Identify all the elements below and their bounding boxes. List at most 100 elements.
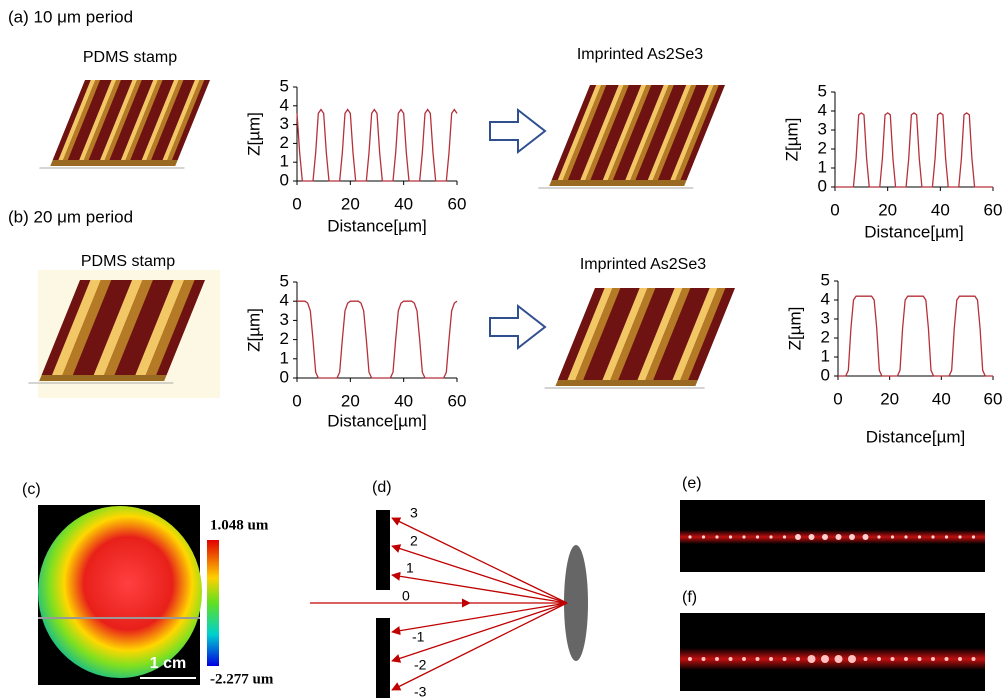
ray — [392, 546, 567, 603]
diffraction-band — [680, 530, 985, 544]
spot — [729, 657, 733, 661]
order-label: 3 — [410, 505, 418, 521]
figure: (a) 10 μm period PDMS stamp Imprinted As… — [0, 0, 1005, 698]
order-label: 0 — [402, 588, 410, 604]
y-tick-label: 3 — [818, 119, 827, 138]
front-face — [39, 375, 166, 381]
y-tick-label: 4 — [821, 289, 830, 308]
y-tick-label: 4 — [818, 100, 827, 119]
surface-render — [538, 85, 735, 188]
spot — [877, 657, 881, 661]
spot — [848, 655, 856, 663]
x-tick-label: 60 — [984, 389, 1003, 408]
colorbar — [207, 540, 219, 666]
y-tick-label: 2 — [821, 327, 830, 346]
x-tick-label: 0 — [292, 194, 301, 213]
order-label: 1 — [406, 560, 414, 576]
y-tick-label: 4 — [280, 95, 289, 114]
imprint-label: Imprinted As2Se3 — [580, 256, 706, 273]
spot — [877, 535, 880, 538]
spot — [821, 655, 829, 663]
front-face — [555, 380, 697, 386]
spot — [972, 657, 976, 661]
spot — [945, 535, 948, 538]
spot — [863, 534, 869, 540]
spot — [756, 657, 760, 661]
spot — [783, 535, 786, 538]
screen — [376, 618, 390, 698]
ray — [392, 575, 567, 603]
y-tick-label: 3 — [280, 310, 289, 329]
x-axis-label: Distance[µm] — [327, 216, 427, 235]
y-tick-label: 5 — [280, 271, 289, 290]
profile-line — [297, 110, 457, 181]
y-tick-label: 2 — [818, 138, 827, 157]
x-tick-label: 20 — [878, 200, 897, 219]
wavefront-map — [38, 506, 202, 678]
spot — [742, 535, 745, 538]
x-tick-label: 60 — [448, 391, 467, 410]
spot — [715, 657, 719, 661]
ray — [392, 603, 567, 690]
spot — [864, 657, 868, 661]
spot — [702, 535, 705, 538]
spot — [715, 535, 718, 538]
panel-b-heading: (b) 20 μm period — [8, 207, 133, 226]
y-tick-label: 2 — [280, 133, 289, 152]
y-tick-label: 2 — [280, 329, 289, 348]
spot — [688, 535, 691, 538]
spot — [891, 657, 895, 661]
colorbar-max: 1.048 um — [210, 517, 269, 533]
imprint-label: Imprinted As2Se3 — [577, 46, 703, 63]
spot — [931, 657, 935, 661]
y-axis-label: Z[µm] — [244, 112, 263, 156]
surface-render — [545, 288, 745, 388]
spot — [742, 657, 746, 661]
spot — [904, 535, 907, 538]
arrow — [490, 110, 545, 152]
x-tick-label: 20 — [880, 389, 899, 408]
spot — [836, 534, 842, 540]
y-tick-label: 3 — [821, 308, 830, 327]
panel-label: (d) — [372, 479, 392, 496]
page: {"panel_a": {"heading": "(a) 10 μm perio… — [0, 0, 1005, 698]
panel-label: (e) — [682, 475, 702, 492]
y-tick-label: 0 — [818, 176, 827, 195]
spot — [918, 535, 921, 538]
x-tick-label: 60 — [448, 194, 467, 213]
order-label: -3 — [414, 684, 427, 698]
lens — [564, 545, 588, 661]
spot — [809, 534, 815, 540]
ray — [392, 518, 567, 603]
screen — [376, 510, 390, 590]
x-tick-label: 40 — [394, 194, 413, 213]
spot — [835, 655, 843, 663]
x-tick-label: 60 — [984, 200, 1003, 219]
ray — [392, 603, 567, 632]
body: (a) 10 μm period PDMS stamp Imprinted As… — [0, 0, 1005, 698]
spot — [769, 657, 773, 661]
y-tick-label: 1 — [821, 346, 830, 365]
order-label: -2 — [414, 657, 427, 673]
x-axis-label: Distance[µm] — [327, 411, 427, 430]
stamp-label: PDMS stamp — [83, 49, 177, 66]
order-label: 2 — [410, 533, 418, 549]
spot — [918, 657, 922, 661]
y-tick-label: 3 — [280, 114, 289, 133]
order-label: -1 — [412, 629, 425, 645]
x-tick-label: 0 — [292, 391, 301, 410]
panel-label: (c) — [22, 481, 41, 498]
y-tick-label: 1 — [280, 348, 289, 367]
y-axis-label: Z[µm] — [785, 307, 804, 351]
spot — [729, 535, 732, 538]
arrow — [490, 306, 545, 348]
spot — [891, 535, 894, 538]
profile-line — [838, 296, 993, 376]
x-tick-label: 0 — [830, 200, 839, 219]
x-tick-label: 0 — [833, 389, 842, 408]
profile-line — [835, 113, 993, 187]
spot — [945, 657, 949, 661]
y-tick-label: 0 — [821, 365, 830, 384]
spot — [688, 657, 692, 661]
panel-a-heading: (a) 10 μm period — [8, 7, 133, 26]
